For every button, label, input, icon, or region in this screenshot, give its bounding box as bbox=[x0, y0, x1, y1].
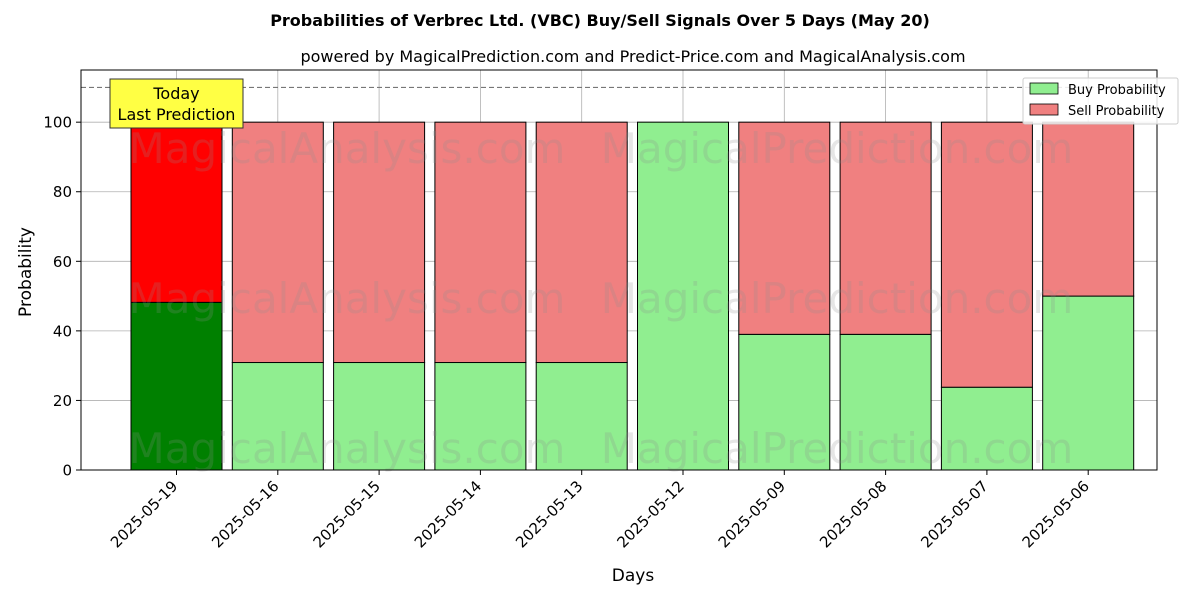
legend: Buy Probability Sell Probability bbox=[1022, 77, 1179, 125]
sell-bar bbox=[434, 121, 527, 364]
buy-bar bbox=[333, 362, 426, 471]
legend-buy-label: Buy Probability bbox=[1068, 83, 1166, 98]
today-annotation-box bbox=[109, 78, 244, 129]
y-tick-label: 60 bbox=[53, 253, 72, 271]
buy-bar bbox=[1042, 295, 1135, 471]
today-annotation-line2: Last Prediction bbox=[118, 105, 236, 124]
buy-bar bbox=[535, 362, 628, 471]
sell-bar bbox=[231, 121, 324, 364]
watermark-text: MagicalAnalysis.com bbox=[129, 124, 566, 173]
buy-bar bbox=[839, 333, 932, 471]
buy-bar bbox=[940, 386, 1033, 471]
legend-sell-swatch bbox=[1029, 103, 1059, 116]
buy-bar bbox=[434, 362, 527, 471]
sell-bar bbox=[535, 121, 628, 364]
watermark-text: MagicalPrediction.com bbox=[601, 124, 1074, 173]
legend-buy-swatch bbox=[1029, 82, 1059, 95]
y-axis-label: Probability bbox=[16, 227, 36, 317]
legend-box bbox=[1022, 77, 1179, 125]
chart-title: Probabilities of Verbrec Ltd. (VBC) Buy/… bbox=[270, 11, 930, 30]
buy-bar bbox=[231, 362, 324, 471]
x-axis-label: Days bbox=[612, 566, 655, 586]
sell-bar bbox=[130, 121, 223, 303]
chart-subtitle: powered by MagicalPrediction.com and Pre… bbox=[300, 47, 965, 66]
today-annotation-line1: Today bbox=[152, 84, 199, 103]
plot-frame bbox=[80, 69, 1158, 471]
y-tick-label: 40 bbox=[53, 322, 72, 340]
y-tick-label: 20 bbox=[53, 392, 72, 410]
y-tick-label: 80 bbox=[53, 183, 72, 201]
buy-bar bbox=[738, 333, 831, 471]
sell-bar bbox=[738, 121, 831, 335]
sell-bar bbox=[940, 121, 1033, 388]
watermarks: MagicalAnalysis.com MagicalPrediction.com… bbox=[129, 124, 1074, 473]
sell-bar bbox=[839, 121, 932, 335]
sell-bar bbox=[1042, 121, 1135, 297]
y-tick-label: 0 bbox=[62, 462, 72, 480]
today-annotation: Today Last Prediction bbox=[109, 78, 244, 129]
y-tick-label: 100 bbox=[43, 114, 72, 132]
sell-bar bbox=[333, 121, 426, 364]
buy-bar bbox=[637, 121, 729, 471]
watermark-text: MagicalPrediction.com bbox=[601, 274, 1074, 323]
watermark-text: MagicalPrediction.com bbox=[601, 424, 1074, 473]
bars bbox=[130, 121, 1135, 471]
legend-sell-label: Sell Probability bbox=[1068, 104, 1165, 119]
watermark-text: MagicalAnalysis.com bbox=[129, 424, 566, 473]
watermark-text: MagicalAnalysis.com bbox=[129, 274, 566, 323]
